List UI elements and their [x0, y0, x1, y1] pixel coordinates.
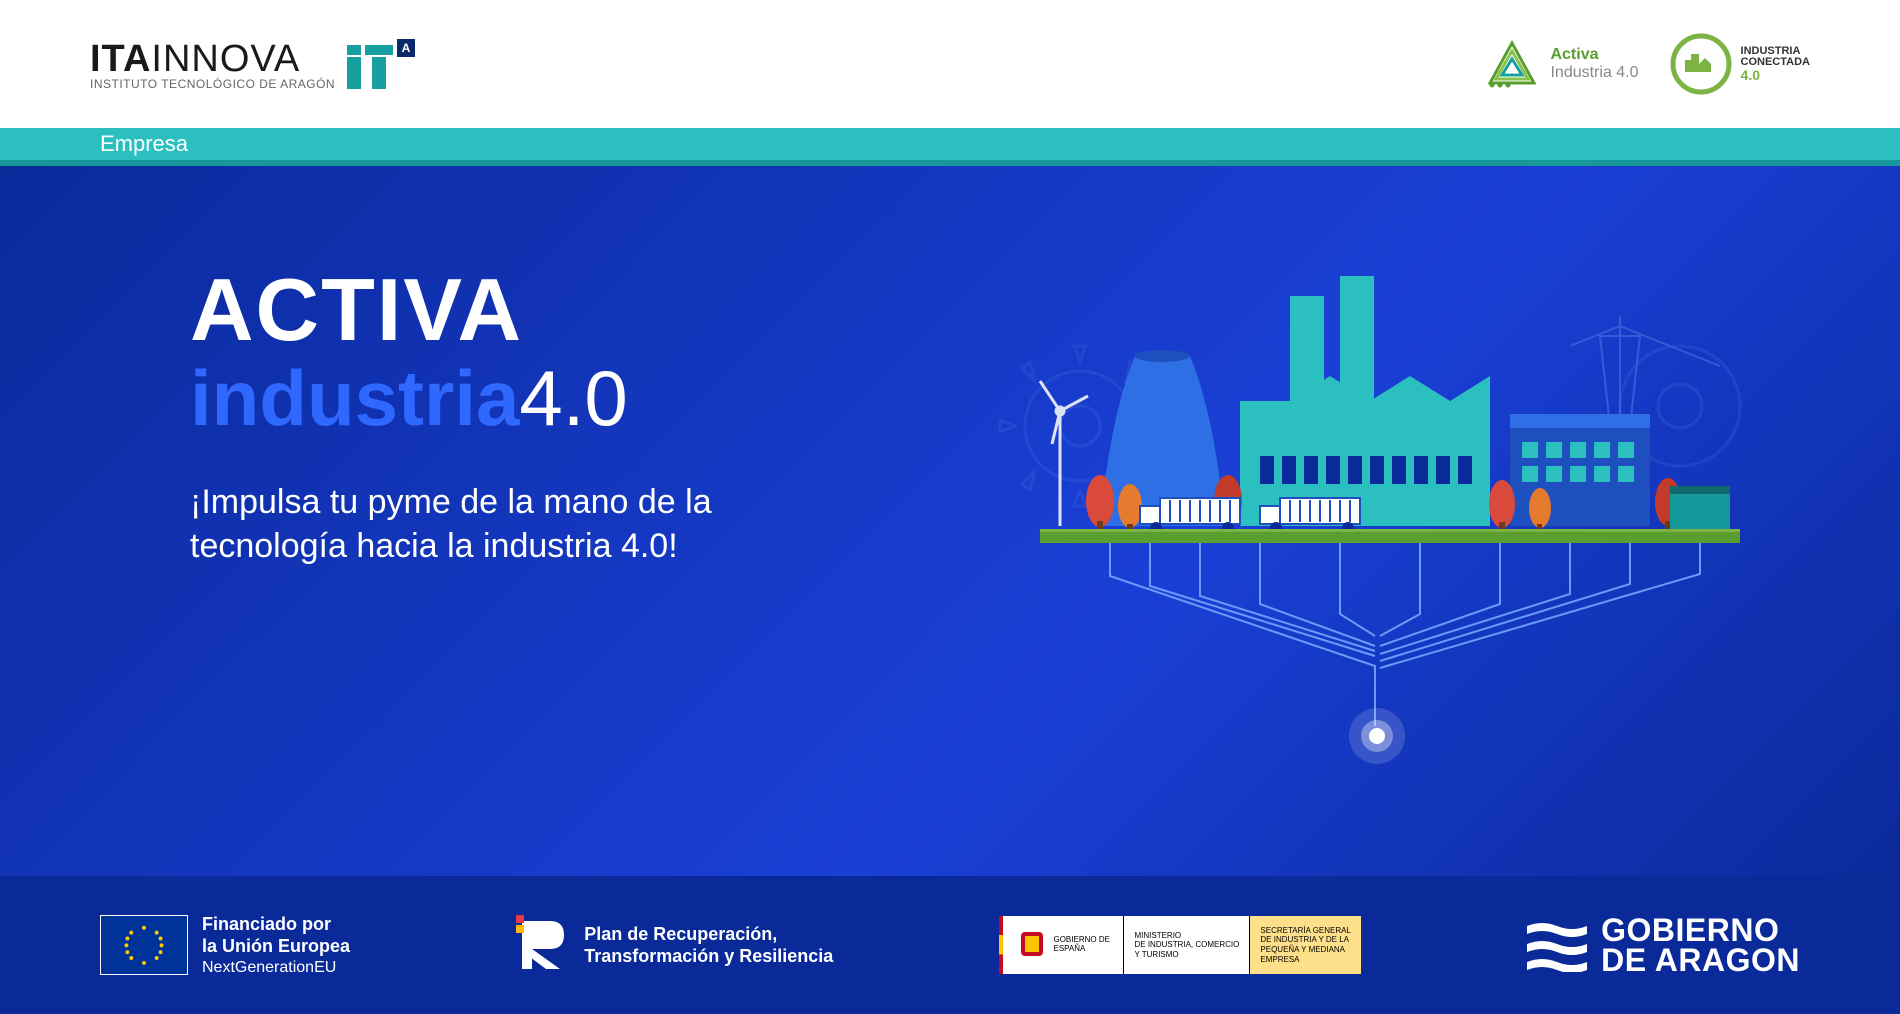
- eu-flag-icon: [100, 915, 188, 975]
- hero-title-line1: ACTIVA: [190, 266, 810, 354]
- conectada-circle-icon: [1669, 32, 1733, 96]
- ita-mark-icon: A: [347, 39, 415, 89]
- spain-gov-block: GOBIERNO DE ESPAÑA MINISTERIO DE INDUSTR…: [999, 916, 1360, 974]
- plan-line1: Plan de Recuperación,: [584, 923, 833, 946]
- eu-line1: Financiado por: [202, 913, 350, 936]
- spain-min2: DE INDUSTRIA, COMERCIO: [1134, 940, 1239, 950]
- footer-bar: Financiado por la Unión Europea NextGene…: [0, 876, 1900, 1014]
- hero-subtitle: ¡Impulsa tu pyme de la mano de la tecnol…: [190, 480, 810, 568]
- spain-sec3: PEQUEÑA Y MEDIANA: [1260, 945, 1351, 955]
- nav-bar: Empresa: [0, 128, 1900, 166]
- eu-funding-block: Financiado por la Unión Europea NextGene…: [100, 913, 350, 978]
- spain-min3: Y TURISMO: [1134, 950, 1239, 960]
- hero-title-line2: industria4.0: [190, 358, 810, 440]
- aragon-line1: GOBIERNO: [1601, 915, 1800, 945]
- spain-min1: MINISTERIO: [1134, 931, 1239, 941]
- spain-sec2: DE INDUSTRIA Y DE LA: [1260, 935, 1351, 945]
- activa-triangle-icon: [1484, 39, 1540, 89]
- factory-illustration-icon: [980, 236, 1760, 776]
- activa-partner-logo: Activa Industria 4.0: [1484, 39, 1638, 89]
- itainnova-logo: ITAINNOVA INSTITUTO TECNOLÓGICO DE ARAGÓ…: [90, 38, 415, 91]
- nav-item-empresa[interactable]: Empresa: [100, 131, 188, 157]
- spain-sec4: EMPRESA: [1260, 955, 1351, 965]
- partner2-line3: 4.0: [1741, 68, 1810, 82]
- partner1-line1: Activa: [1550, 46, 1638, 64]
- svg-text:A: A: [402, 41, 411, 55]
- aragon-gov-block: GOBIERNO DE ARAGON: [1527, 915, 1800, 976]
- hero-section: ACTIVA industria4.0 ¡Impulsa tu pyme de …: [0, 166, 1900, 876]
- partner1-line2: Industria 4.0: [1550, 64, 1638, 82]
- aragon-bars-icon: [1527, 918, 1587, 972]
- plan-r-icon: [516, 915, 570, 975]
- recovery-plan-block: Plan de Recuperación, Transformación y R…: [516, 915, 833, 975]
- logo-main-text: ITAINNOVA: [90, 38, 335, 81]
- spain-sec1: SECRETARÍA GENERAL: [1260, 926, 1351, 936]
- eu-line3: NextGenerationEU: [202, 958, 350, 978]
- plan-line2: Transformación y Resiliencia: [584, 945, 833, 968]
- logo-sub-text: INSTITUTO TECNOLÓGICO DE ARAGÓN: [90, 77, 335, 91]
- aragon-line2: DE ARAGON: [1601, 945, 1800, 975]
- spain-coat-icon: [1017, 928, 1047, 962]
- conectada-partner-logo: INDUSTRIA CONECTADA 4.0: [1669, 32, 1810, 96]
- eu-line2: la Unión Europea: [202, 935, 350, 958]
- top-header: ITAINNOVA INSTITUTO TECNOLÓGICO DE ARAGÓ…: [0, 0, 1900, 128]
- spain-gov-text: GOBIERNO DE ESPAÑA: [1053, 936, 1113, 954]
